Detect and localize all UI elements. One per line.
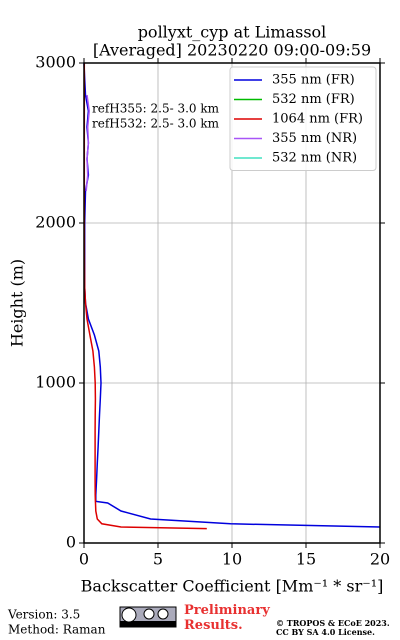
chart-subtitle: [Averaged] 20230220 09:00-09:59 bbox=[93, 41, 371, 60]
status-line: Preliminary bbox=[184, 603, 270, 618]
y-tick-label: 1000 bbox=[35, 373, 76, 392]
legend-label: 1064 nm (FR) bbox=[272, 112, 363, 127]
annotation: refH532: 2.5- 3.0 km bbox=[92, 117, 220, 131]
annotation: refH355: 2.5- 3.0 km bbox=[92, 102, 220, 116]
profile-line bbox=[85, 94, 90, 192]
legend-label: 355 nm (NR) bbox=[272, 131, 357, 146]
y-axis-label: Height (m) bbox=[8, 259, 27, 347]
preliminary-note: Preliminary Results. bbox=[184, 603, 270, 633]
profile-line bbox=[83, 63, 207, 530]
y-tick-label: 2000 bbox=[35, 213, 76, 232]
copyright: © TROPOS & ECoE 2023. bbox=[276, 618, 390, 628]
legend-label: 532 nm (FR) bbox=[272, 92, 355, 107]
version: Version: 3.5 bbox=[7, 608, 80, 622]
license: CC BY SA 4.0 License. bbox=[276, 627, 375, 637]
x-tick-label: 20 bbox=[370, 550, 390, 569]
legend-label: 355 nm (FR) bbox=[272, 73, 355, 88]
x-tick-label: 15 bbox=[296, 550, 316, 569]
x-tick-label: 10 bbox=[222, 550, 242, 569]
cc-icon bbox=[119, 606, 177, 628]
legend-label: 532 nm (NR) bbox=[272, 151, 357, 166]
x-tick-label: 5 bbox=[153, 550, 163, 569]
method: Method: Raman bbox=[8, 623, 106, 637]
y-tick-label: 3000 bbox=[35, 53, 76, 72]
legend-box bbox=[229, 66, 377, 171]
y-tick-label: 0 bbox=[66, 533, 76, 552]
x-axis-label: Backscatter Coefficient [Mm⁻¹ * sr⁻¹] bbox=[81, 577, 384, 596]
x-tick-label: 0 bbox=[79, 550, 89, 569]
chart-title: pollyxt_cyp at Limassol bbox=[138, 23, 327, 42]
plot-frame bbox=[83, 62, 381, 544]
status-line: Results. bbox=[184, 618, 243, 633]
